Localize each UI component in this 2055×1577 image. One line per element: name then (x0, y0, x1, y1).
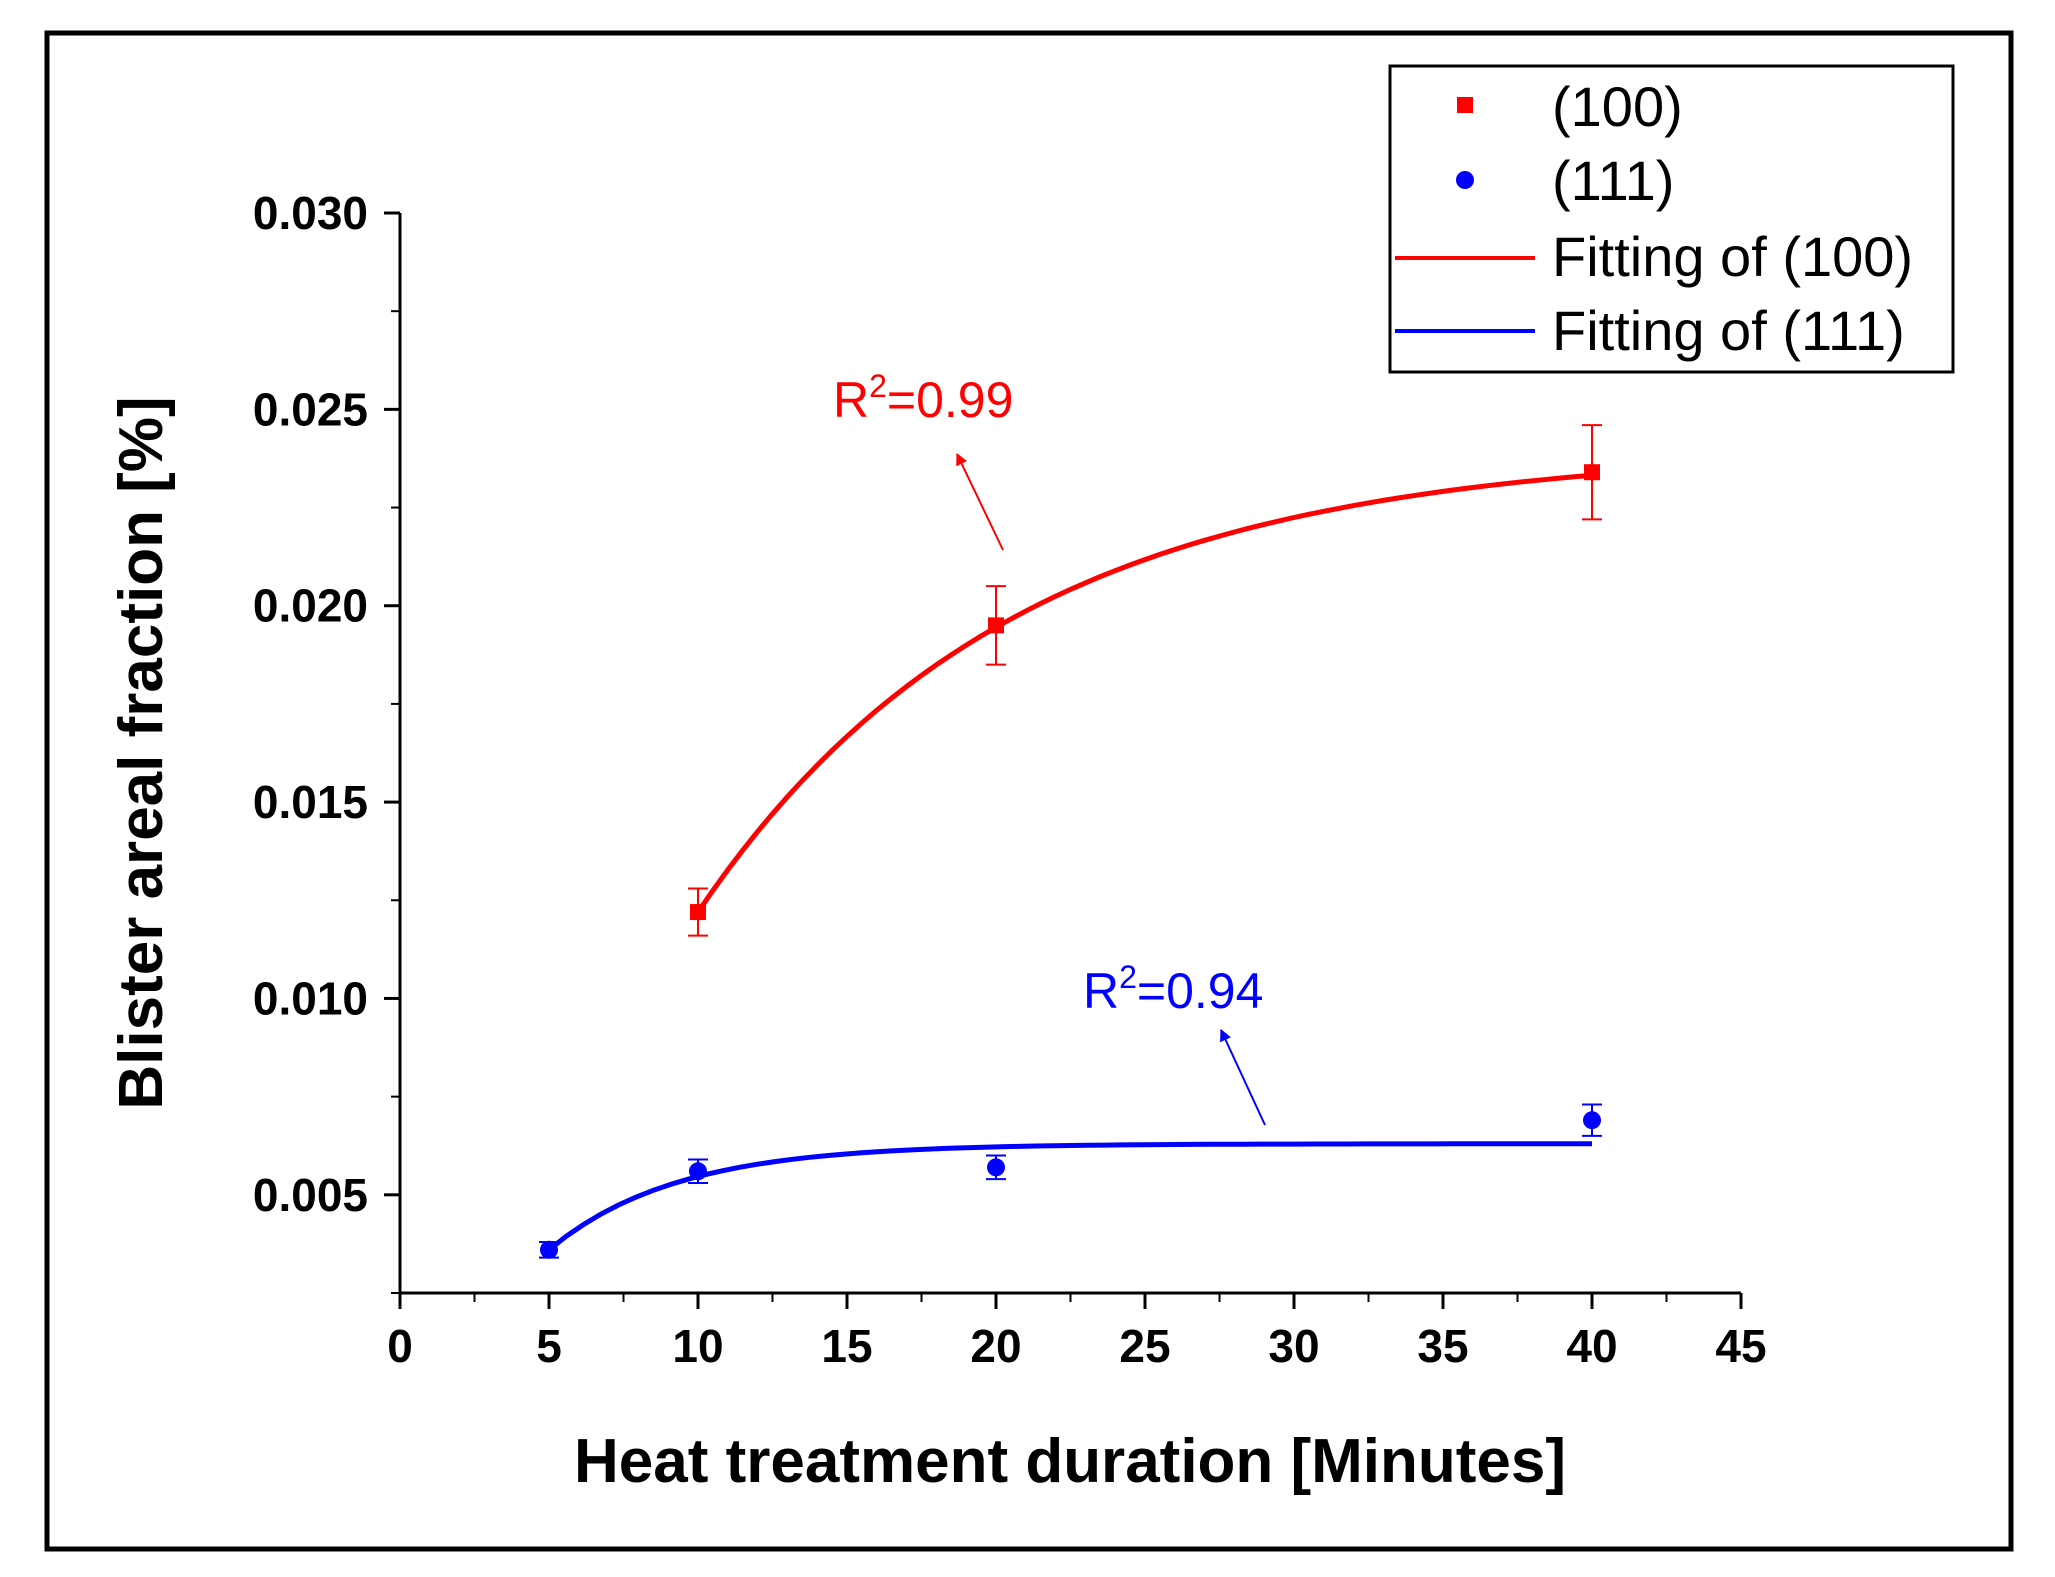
axes: 0 5 10 15 20 25 30 35 40 45 0.0050.0100.0150.0200… (253, 187, 1767, 1372)
legend-marker-111 (1456, 171, 1474, 189)
annotation-100-label: R2=0.99 (833, 368, 1013, 428)
y-tick-label: 0.005 (253, 1169, 368, 1221)
y-tick-label: 0.025 (253, 383, 368, 435)
y-tick-label: 0.030 (253, 187, 368, 239)
x-tick-label: 35 (1417, 1320, 1468, 1372)
y-tick-label: 0.020 (253, 580, 368, 632)
x-tick-label: 25 (1119, 1320, 1170, 1372)
x-tick-label: 15 (821, 1320, 872, 1372)
y-tick-label: 0.015 (253, 776, 368, 828)
x-tick-label: 45 (1715, 1320, 1766, 1372)
data-point-111 (540, 1240, 558, 1259)
legend-label-111: (111) (1552, 149, 1674, 212)
x-tick-label: 40 (1566, 1320, 1617, 1372)
annotation-100: R2=0.99 (833, 368, 1013, 551)
x-ticks: 0 5 10 15 20 25 30 35 40 45 (387, 1293, 1767, 1372)
y-tick-label: 0.010 (253, 972, 368, 1024)
data-point-100 (988, 617, 1004, 634)
y-ticks: 0.005 0.010 0.015 0.020 0.025 0.030 (253, 187, 400, 1294)
data-point-100 (1584, 464, 1600, 481)
data-point-111 (689, 1162, 707, 1181)
annotation-100-arrow (956, 452, 1004, 551)
legend-label-100: (100) (1552, 75, 1683, 138)
legend-label-fit-100: Fitting of (100) (1552, 225, 1913, 288)
x-tick-label: 10 (672, 1320, 723, 1372)
points (540, 464, 1601, 1259)
legend: (100) (111) Fitting of (100) Fitting of … (1388, 64, 1955, 374)
data-point-111 (987, 1158, 1005, 1177)
legend-box (1388, 64, 1955, 374)
annotation-111: R2=0.94 (1083, 959, 1266, 1126)
y-axis-title: Blister areal fraction [%] (107, 396, 176, 1109)
figure-frame (44, 30, 2014, 1552)
x-axis-title: Heat treatment duration [Minutes] (574, 1427, 1566, 1496)
data-point-111 (1583, 1111, 1601, 1130)
legend-label-fit-111: Fitting of (111) (1552, 299, 1905, 362)
annotation-111-arrow (1220, 1028, 1266, 1126)
annotation-111-label: R2=0.94 (1083, 959, 1263, 1019)
fit-lines (547, 472, 1593, 1252)
fit-line-100 (695, 472, 1593, 914)
legend-marker-100 (1457, 97, 1473, 113)
data-point-100 (690, 904, 706, 921)
x-tick-label: 30 (1268, 1320, 1319, 1372)
x-tick-label: 5 (536, 1320, 562, 1372)
x-tick-label: 0 (387, 1320, 413, 1372)
error-bars (539, 424, 1602, 1259)
x-tick-label: 20 (970, 1320, 1021, 1372)
fit-line-111 (547, 1141, 1592, 1252)
